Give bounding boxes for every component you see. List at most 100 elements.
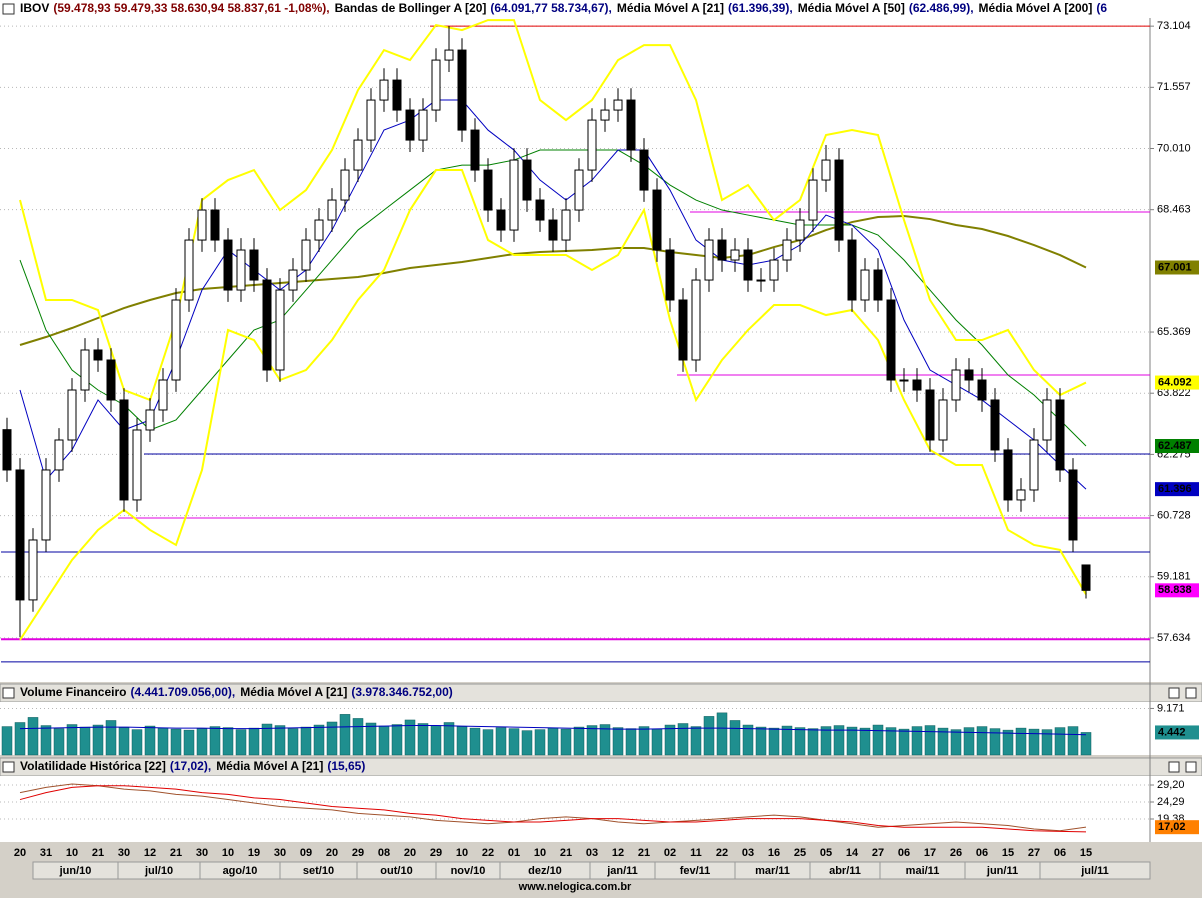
volume-bar [521, 730, 533, 756]
volume-bar [495, 727, 507, 756]
candle-body [522, 159, 532, 201]
last-value-label: 58.838 [1158, 584, 1192, 596]
candle-body [951, 369, 961, 401]
panel-legend: Volatilidade Histórica [22] (17,02), Média… [20, 759, 365, 773]
indicator-line [19, 149, 1087, 447]
volume-bar [40, 725, 52, 756]
month-label: set/10 [303, 865, 334, 877]
volume-bar [131, 729, 143, 756]
candle-body [756, 279, 766, 282]
candle-body [613, 99, 623, 111]
legend-values: (62.486,99), [909, 1, 974, 15]
last-value-label: 64.092 [1158, 376, 1192, 388]
candle-body [392, 79, 402, 111]
last-value-box [1155, 375, 1199, 390]
candle-body [1016, 489, 1026, 501]
volume-bar [716, 712, 728, 756]
volume-bar [1080, 732, 1092, 756]
x-tick-label: 21 [560, 847, 572, 859]
volume-bar [261, 723, 273, 756]
month-cell [1039, 861, 1151, 880]
month-label: dez/10 [528, 865, 562, 877]
x-tick-label: 11 [690, 847, 702, 859]
volume-bar [365, 722, 377, 756]
candle-body [457, 49, 467, 131]
price-axis [1150, 18, 1202, 682]
legend-name: Volatilidade Histórica [22] [20, 759, 166, 773]
y-tick-label: 73.104 [1157, 20, 1191, 32]
close-icon[interactable] [1185, 687, 1197, 699]
minimize-icon[interactable] [1168, 761, 1180, 773]
x-tick-label: 06 [976, 847, 988, 859]
x-tick-label: 20 [326, 847, 338, 859]
candle-body [145, 409, 155, 431]
volume-bar [937, 727, 949, 756]
candle-body [106, 359, 116, 401]
candle-body [795, 219, 805, 241]
minimize-icon[interactable] [1168, 687, 1180, 699]
month-label: out/10 [380, 865, 412, 877]
month-label: jun/10 [59, 865, 92, 877]
volume-bar [339, 714, 351, 756]
volume-bar [742, 724, 754, 756]
candle-body [626, 99, 636, 151]
candle-body [470, 129, 480, 171]
volume-bar [352, 718, 364, 756]
indicator-line [19, 725, 1087, 736]
candle-body [119, 399, 129, 501]
volume-bar [287, 728, 299, 756]
candle-body [834, 159, 844, 241]
x-tick-label: 12 [612, 847, 624, 859]
month-label: jun/11 [986, 865, 1018, 877]
candle-body [717, 239, 727, 261]
volume-bar [326, 721, 338, 756]
close-icon[interactable] [1185, 761, 1197, 773]
price-header [0, 0, 1202, 18]
candle-body [327, 199, 337, 221]
legend-name: IBOV [20, 1, 49, 15]
volume-bar [313, 724, 325, 756]
volume-bar [690, 726, 702, 756]
indicator-line [19, 99, 1087, 490]
volume-bar [976, 726, 988, 756]
candle-body [1029, 439, 1039, 491]
panel-legend: Volume Financeiro (4.441.709.056,00), Médi… [20, 685, 453, 699]
candle-body [587, 119, 597, 171]
volume-bar [248, 727, 260, 756]
volume-bar [963, 727, 975, 756]
candle-body [912, 379, 922, 391]
volume-bar [27, 717, 39, 756]
candle-body [1042, 399, 1052, 441]
volume-bar [274, 725, 286, 756]
volume-bar [53, 728, 65, 756]
x-tick-label: 15 [1080, 847, 1092, 859]
y-tick-label: 60.728 [1157, 509, 1191, 521]
candle-body [236, 249, 246, 291]
candle-body [964, 369, 974, 381]
volatility-plot [0, 776, 1150, 842]
volume-bar [443, 722, 455, 756]
candle-body [535, 199, 545, 221]
legend-name: Média Móvel A [21] [617, 1, 724, 15]
legend-values: (64.091,77 58.734,67), [490, 1, 611, 15]
x-tick-label: 20 [404, 847, 416, 859]
month-label: mar/11 [755, 865, 790, 877]
candle-body [639, 149, 649, 191]
y-tick-label: 59.181 [1157, 571, 1191, 583]
volume-bar [508, 728, 520, 756]
candle-body [1068, 469, 1078, 541]
candle-body [1055, 399, 1065, 471]
candle-body [509, 159, 519, 231]
x-tick-label: 17 [924, 847, 936, 859]
volume-bar [300, 726, 312, 756]
volume-bar [456, 726, 468, 756]
volume-bar [222, 727, 234, 756]
volume-bar [950, 729, 962, 756]
x-tick-label: 29 [430, 847, 442, 859]
last-value-label: 61.396 [1158, 483, 1192, 495]
volume-bar [729, 720, 741, 756]
volume-bar [196, 728, 208, 756]
y-tick-label: 24,29 [1157, 796, 1185, 808]
price-plot [0, 18, 1150, 682]
candle-body [379, 79, 389, 101]
